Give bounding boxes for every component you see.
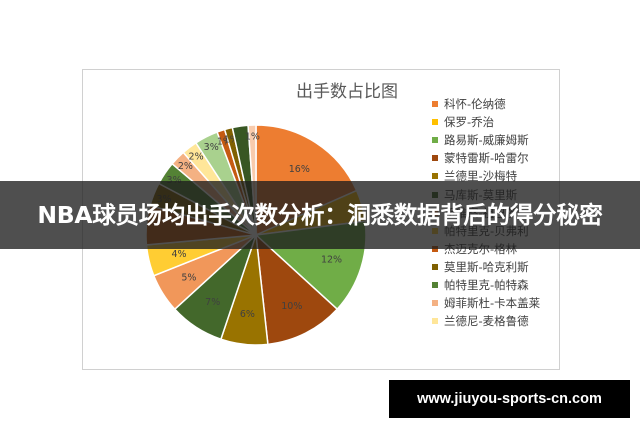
legend-swatch xyxy=(432,137,438,144)
legend-swatch xyxy=(432,155,438,162)
legend-label: 兰德里-沙梅特 xyxy=(444,169,518,184)
legend-swatch xyxy=(432,318,438,325)
slice-label: 2% xyxy=(189,152,204,163)
legend-label: 帕特里克-帕特森 xyxy=(444,277,529,292)
legend-label: 兰德尼-麦格鲁德 xyxy=(444,314,529,329)
legend-label: 姆菲斯杜-卡本盖莱 xyxy=(444,296,541,311)
slice-label: 1% xyxy=(245,132,260,143)
slice-label: 6% xyxy=(240,309,255,320)
slice-label: 1% xyxy=(217,137,232,148)
legend-swatch xyxy=(432,119,438,126)
legend-label: 路易斯-威廉姆斯 xyxy=(444,133,529,148)
legend-item: 莫里斯-哈克利斯 xyxy=(432,258,562,276)
legend-swatch xyxy=(432,300,438,307)
legend-item: 蒙特雷斯-哈雷尔 xyxy=(432,149,562,167)
chart-title: 出手数占比图 xyxy=(296,82,398,102)
legend-label: 保罗-乔治 xyxy=(444,115,495,130)
legend-item: 姆菲斯杜-卡本盖莱 xyxy=(432,294,562,312)
legend-item: 路易斯-威廉姆斯 xyxy=(432,131,562,149)
legend-label: 莫里斯-哈克利斯 xyxy=(444,259,529,274)
headline-banner xyxy=(0,181,640,249)
legend-item: 兰德里-沙梅特 xyxy=(432,167,562,185)
slice-label: 16% xyxy=(289,164,310,175)
legend-label: 蒙特雷斯-哈雷尔 xyxy=(444,151,529,166)
legend-swatch xyxy=(432,281,438,288)
pie-slice xyxy=(255,233,339,346)
slice-label: 3% xyxy=(167,175,182,186)
slice-label: 10% xyxy=(281,301,302,312)
site-watermark: www.jiuyou-sports-cn.com xyxy=(389,380,630,418)
slice-label: 2% xyxy=(178,161,193,172)
legend-swatch xyxy=(432,101,438,108)
legend-item: 科怀-伦纳德 xyxy=(432,95,562,113)
legend-label: 科怀-伦纳德 xyxy=(444,97,506,112)
slice-label: 1% xyxy=(224,135,239,146)
legend-swatch xyxy=(432,173,438,180)
legend-item: 帕特里克-帕特森 xyxy=(432,276,562,294)
legend-item: 兰德尼-麦格鲁德 xyxy=(432,312,562,330)
headline-text: NBA球员场均出手次数分析：洞悉数据背后的得分秘密 xyxy=(37,201,603,229)
slice-label: 5% xyxy=(181,273,196,284)
legend-item: 保罗-乔治 xyxy=(432,113,562,131)
slice-label: 12% xyxy=(321,254,342,265)
slice-label: 7% xyxy=(205,297,220,308)
legend-swatch xyxy=(432,263,438,270)
slice-label: 4% xyxy=(171,249,186,260)
slice-label: 3% xyxy=(204,142,219,153)
